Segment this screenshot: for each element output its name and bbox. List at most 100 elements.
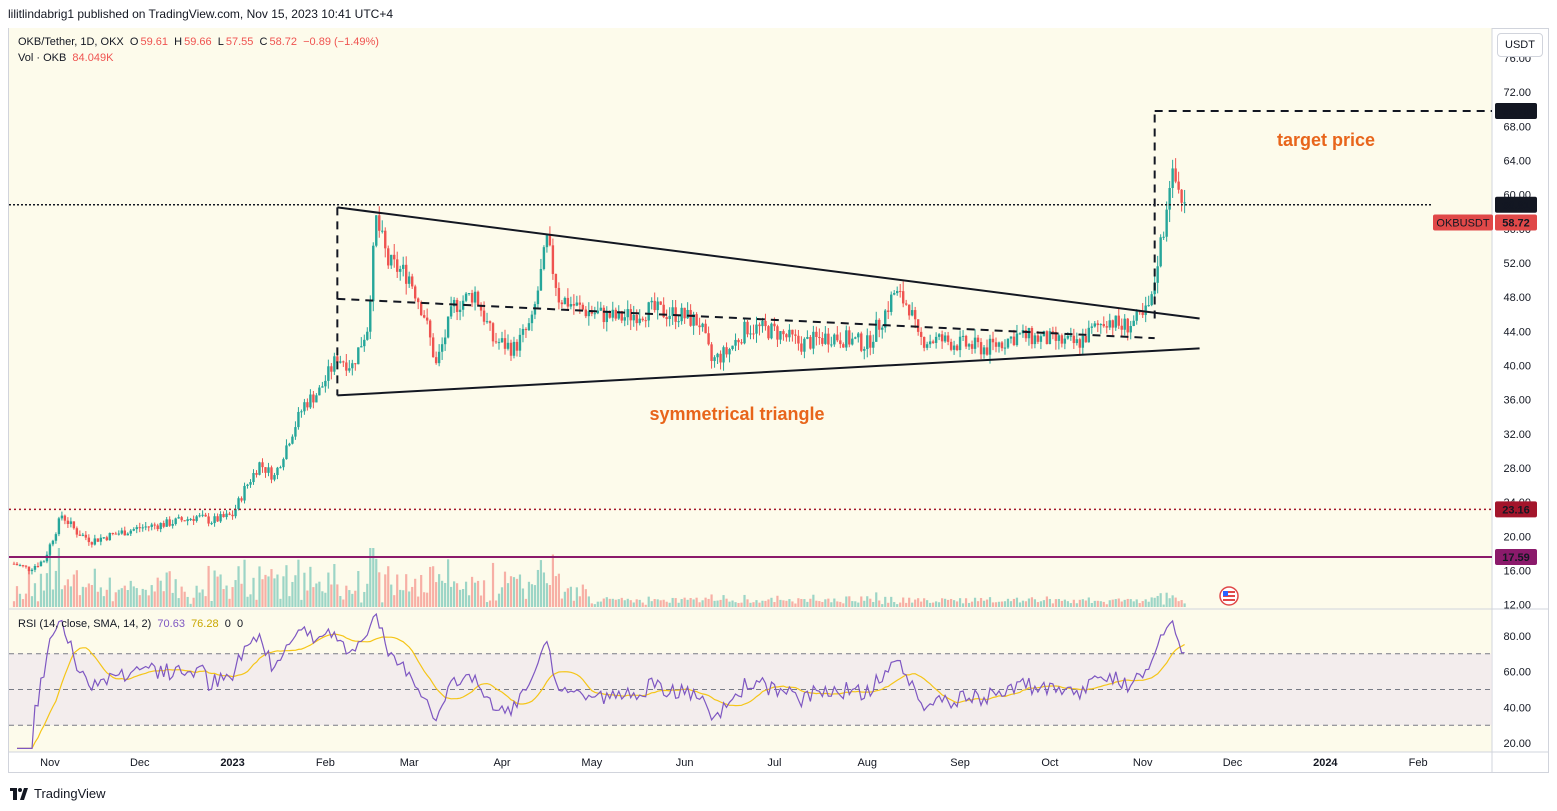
candle [452, 299, 456, 307]
tradingview-brand: TradingView [34, 786, 106, 801]
volume-bar [219, 574, 222, 607]
candle [201, 514, 204, 516]
volume-bar [429, 566, 432, 607]
candle [336, 356, 339, 363]
candle [458, 309, 462, 312]
candle [66, 520, 70, 524]
candle [722, 347, 725, 363]
volume-bar [72, 574, 75, 607]
volume-bar [515, 578, 519, 607]
volume-bar [581, 584, 584, 607]
volume-bar [785, 600, 788, 607]
candle [141, 527, 144, 529]
volume-bar [653, 599, 656, 607]
rsi-label[interactable]: RSI (14, close, SMA, 14, 2) [18, 618, 152, 630]
time-tick-label: Jul [767, 757, 781, 769]
volume-bar [1096, 600, 1099, 607]
candle [881, 327, 884, 330]
candle [869, 335, 872, 348]
candle [907, 304, 911, 316]
rsi-tick-label: 80.00 [1503, 631, 1531, 643]
candle [629, 309, 632, 321]
volume-bar [393, 595, 396, 607]
symbol-name[interactable]: OKB/Tether, 1D, OKX [18, 36, 124, 48]
volume-bar [75, 570, 78, 607]
candle [770, 323, 773, 339]
candle [755, 324, 758, 334]
candle [57, 518, 61, 535]
volume-bar [914, 599, 917, 607]
candle [518, 334, 522, 351]
candle [611, 309, 614, 318]
candle [485, 321, 489, 323]
candle [650, 300, 653, 303]
volume-bar [961, 603, 965, 607]
volume-bar [926, 600, 929, 607]
candle [677, 321, 680, 323]
volume-bar [1126, 598, 1129, 607]
volume-bar [464, 581, 468, 607]
candle [303, 402, 306, 412]
volume-bar [758, 602, 761, 607]
candle [1099, 324, 1102, 326]
volume-bar [671, 597, 674, 607]
volume-bar [327, 572, 330, 607]
volume-bar [1159, 593, 1162, 607]
volume-bar [1018, 602, 1022, 607]
volume-bar [255, 599, 258, 607]
currency-button[interactable]: USDT [1497, 33, 1543, 57]
candle [860, 333, 863, 351]
volume-bar [518, 574, 522, 607]
tradingview-logo[interactable]: TradingView [10, 786, 106, 801]
candle [776, 326, 779, 340]
volume-bar [917, 598, 920, 607]
candle [1177, 181, 1180, 190]
candle [93, 538, 97, 545]
candle [704, 323, 707, 334]
price-tick-label: 36.00 [1503, 395, 1531, 407]
volume-bar [54, 570, 58, 607]
volume-bar [63, 585, 66, 607]
candle [183, 520, 186, 522]
volume-bar [306, 590, 309, 607]
candle [390, 254, 393, 266]
candle [590, 311, 594, 314]
volume-bar [788, 599, 791, 607]
candle [123, 530, 126, 536]
candle [1036, 335, 1040, 342]
volume-bar [297, 559, 300, 607]
target-annotation: target price [1277, 130, 1375, 150]
candle [851, 338, 854, 345]
candle [512, 341, 516, 356]
candle [1168, 187, 1171, 210]
volume-bar [141, 588, 144, 607]
candle [267, 467, 270, 473]
volume-bar [177, 598, 180, 607]
candle [276, 467, 279, 476]
volume-bar [249, 594, 252, 607]
price-tick-label: 52.00 [1503, 258, 1531, 270]
candle [105, 537, 109, 541]
candle [288, 443, 291, 446]
volume-bar [360, 602, 363, 607]
volume-bar [81, 586, 84, 607]
volume-bar [554, 576, 557, 607]
candle [168, 519, 171, 526]
candle [527, 323, 531, 331]
candle [1039, 336, 1043, 342]
candle [1120, 325, 1123, 330]
volume-bar [602, 598, 605, 607]
candle [393, 254, 396, 260]
volume-bar [578, 596, 581, 607]
candle [36, 565, 40, 567]
candle [725, 347, 728, 355]
volume-bar [1168, 598, 1171, 607]
current-price-tag-bg [1495, 214, 1537, 231]
time-tick-label: May [581, 757, 602, 769]
rsi-value: 70.63 [157, 618, 185, 630]
volume-bar [198, 592, 201, 607]
volume-label[interactable]: Vol · OKB [18, 52, 67, 64]
candle [144, 526, 147, 528]
volume-bar [949, 598, 953, 607]
